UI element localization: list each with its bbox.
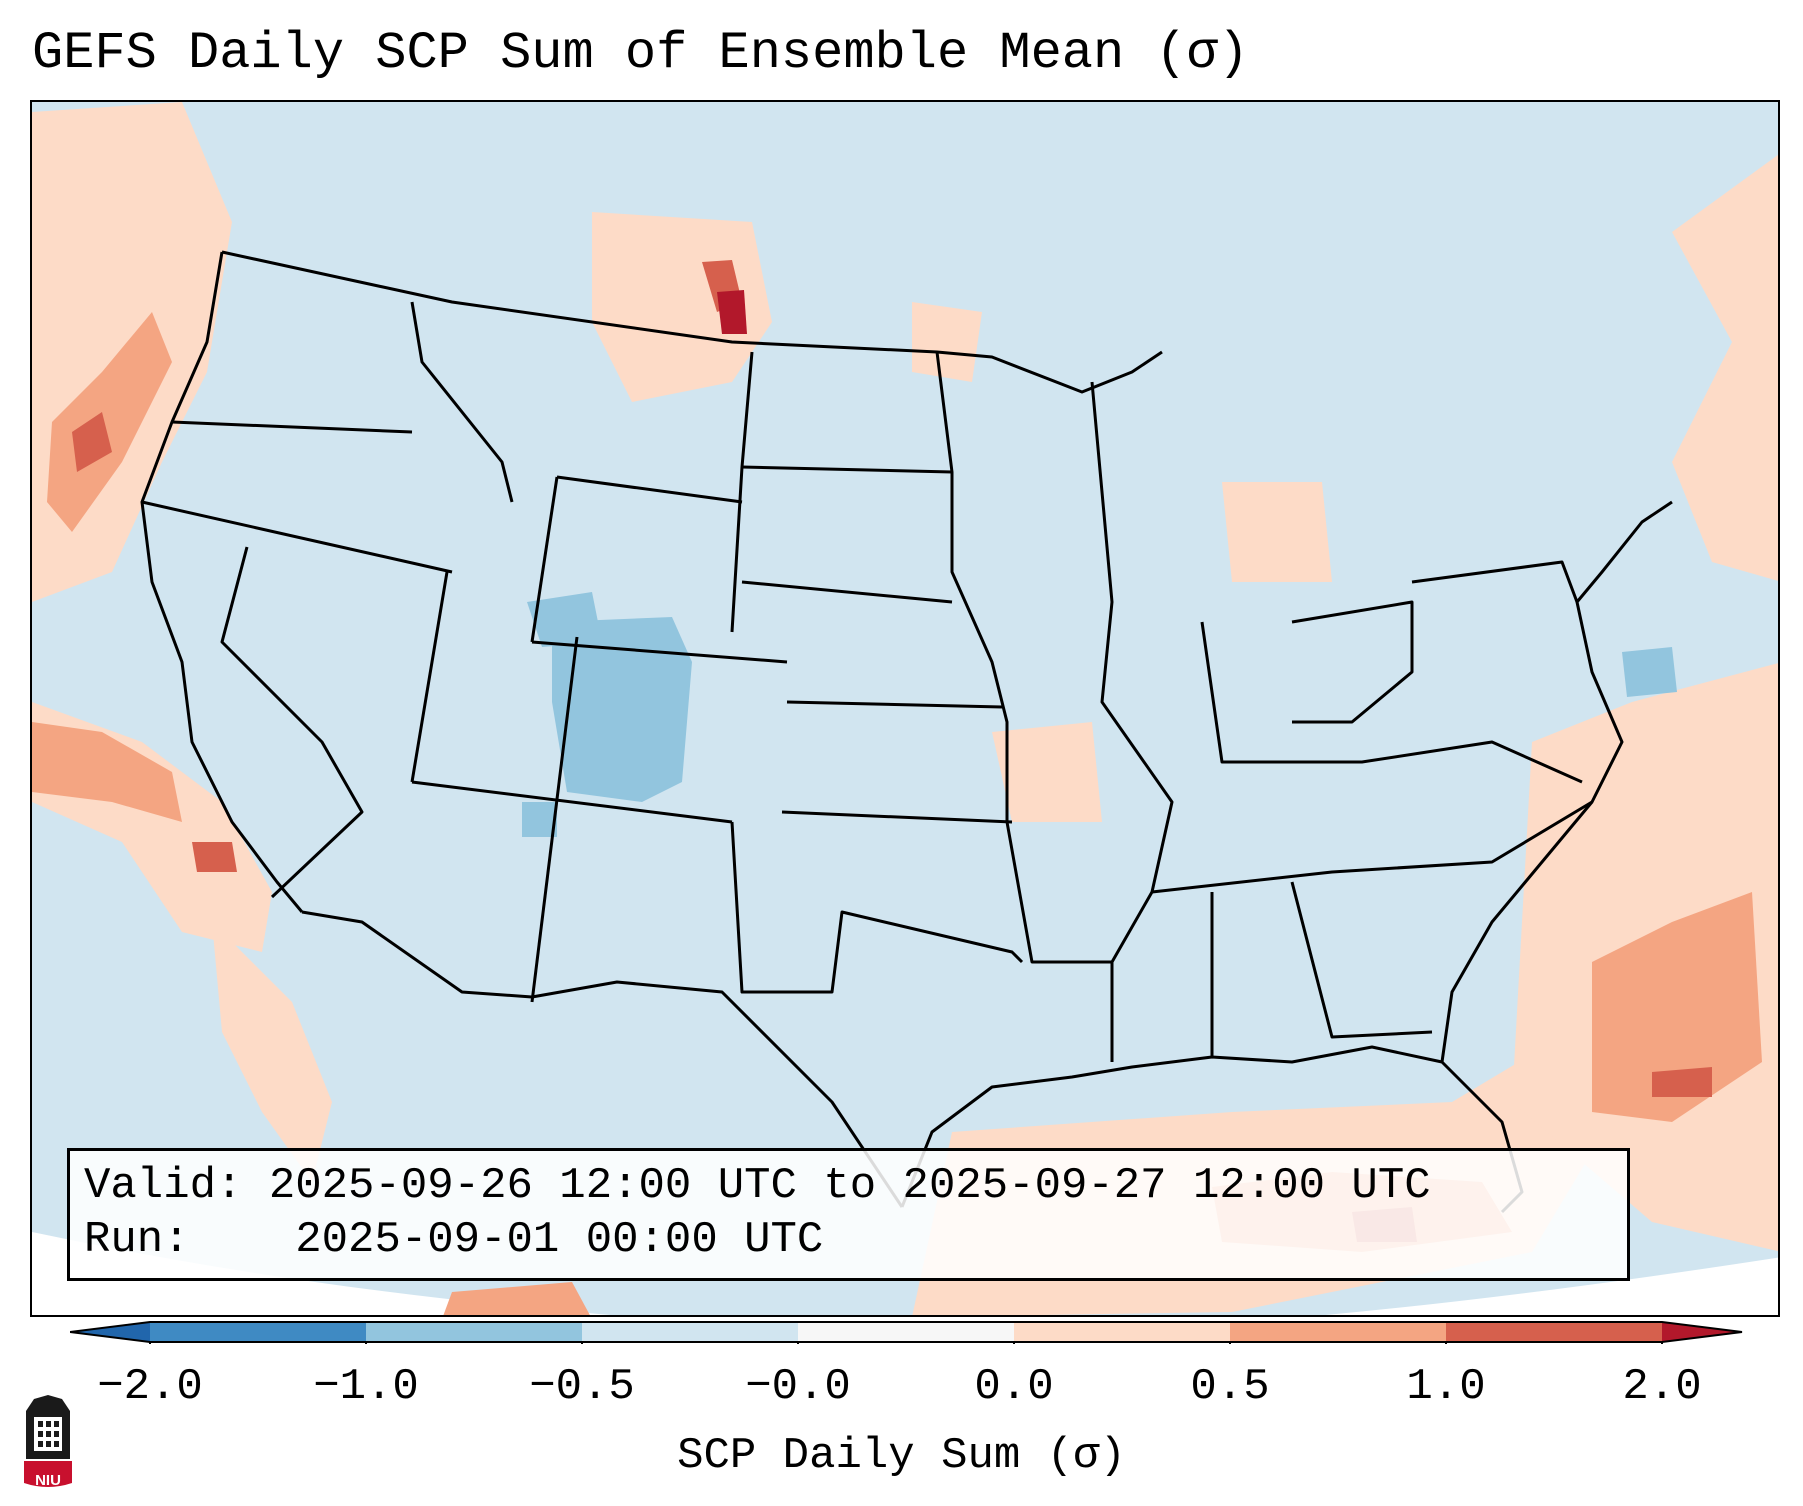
anomaly-max-nd-mt: [717, 290, 747, 334]
border-ok-tx: [730, 821, 1024, 994]
atlantic-coastline: [1440, 500, 1673, 1063]
valid-run-info-box: Valid: 2025-09-26 12:00 UTC to 2025-09-2…: [67, 1148, 1630, 1281]
us-mexico-border: [301, 910, 904, 1208]
border-southeast: [1151, 800, 1593, 894]
border-ca-nv: [220, 546, 364, 899]
colorbar-segment: [150, 1322, 366, 1342]
anomaly-negative-nm: [522, 802, 557, 837]
colorbar: [70, 1321, 1743, 1344]
border-great-lakes-states: [1200, 621, 1583, 784]
border-dakotas: [741, 465, 953, 474]
colorbar-segment: [1230, 1322, 1446, 1342]
colorbar-extend-low: [70, 1322, 150, 1342]
anomaly-patch-north-dakota: [912, 302, 982, 382]
anomaly-core-yucatan: [443, 1282, 590, 1315]
border-wy-co: [531, 640, 788, 664]
map-svg: [32, 102, 1778, 1315]
border-sd-ne: [741, 580, 953, 604]
niu-logo: NIU: [20, 1393, 76, 1491]
border-or-ca: [141, 500, 453, 574]
colorbar-segment: [1446, 1322, 1662, 1342]
colorbar-tick-label: −0.0: [745, 1362, 851, 1412]
border-mississippi: [1090, 381, 1174, 963]
colorbar-segment: [366, 1322, 582, 1342]
colorbar-tick-label: −2.0: [97, 1362, 203, 1412]
us-canada-border: [221, 250, 1163, 394]
anomaly-negative-wyoming: [527, 592, 602, 647]
colorbar-tick-label: −1.0: [313, 1362, 419, 1412]
anomaly-patch-michigan: [1222, 482, 1332, 582]
colorbar-tick-label: 0.5: [1190, 1362, 1270, 1412]
pacific-coastline: [140, 251, 304, 913]
run-value: 2025-09-01 00:00 UTC: [295, 1215, 824, 1265]
border-nv-ut: [410, 571, 449, 783]
anomaly-core-atlantic: [1592, 892, 1762, 1122]
border-ne-ks: [786, 700, 1003, 709]
border-pa-ny: [1411, 560, 1579, 603]
niu-logo-icon: [24, 1395, 72, 1487]
anomaly-negative-nc: [1622, 647, 1677, 697]
anomaly-core-pacific-nw: [47, 312, 172, 532]
border-wy-west: [530, 476, 559, 643]
border-nd-mn: [935, 351, 1114, 1062]
map-field-background: [32, 102, 1778, 1315]
colorbar-label: SCP Daily Sum (σ): [677, 1431, 1126, 1481]
border-ut-co-az-nm: [411, 780, 733, 824]
colorbar-segment: [798, 1322, 1014, 1342]
border-wa-or: [171, 420, 413, 434]
colorbar-segment: [582, 1322, 798, 1342]
anomaly-patch-missouri: [992, 722, 1102, 822]
anomaly-patch-northern-plains: [592, 212, 772, 402]
border-ohio: [1291, 600, 1414, 724]
chart-title: GEFS Daily SCP Sum of Ensemble Mean (σ): [32, 24, 1249, 83]
border-ga-fl: [1290, 881, 1433, 1039]
border-id-mt: [410, 301, 514, 503]
border-mt-wy: [556, 475, 743, 504]
colorbar-tick-label: 2.0: [1622, 1362, 1702, 1412]
valid-label: Valid:: [84, 1161, 243, 1211]
anomaly-patch-northeast: [1672, 154, 1778, 581]
anomaly-patch-baja: [212, 922, 332, 1182]
map-panel: [30, 100, 1780, 1317]
border-ks-ok: [781, 810, 1013, 824]
colorbar-tick-label: 0.0: [974, 1362, 1054, 1412]
anomaly-peak-atlantic: [1652, 1067, 1712, 1097]
colorbar-segment: [1014, 1322, 1230, 1342]
colorbar-tick-label: −0.5: [529, 1362, 635, 1412]
anomaly-peak-socal: [192, 842, 237, 872]
anomaly-layer-negative: [522, 592, 1677, 837]
anomaly-peak-oregon-coast: [72, 412, 112, 472]
gulf-coastline: [900, 1045, 1524, 1214]
niu-logo-text: NIU: [35, 1472, 61, 1489]
border-four-corners: [530, 636, 579, 1003]
anomaly-negative-colorado: [552, 617, 692, 802]
border-mt-nd: [730, 351, 754, 633]
colorbar-extend-high: [1662, 1322, 1742, 1342]
valid-value: 2025-09-26 12:00 UTC to 2025-09-27 12:00…: [268, 1161, 1431, 1211]
anomaly-core-socal: [32, 722, 182, 822]
run-label: Run:: [84, 1215, 190, 1265]
boundary-lines: [140, 250, 1673, 1214]
colorbar-tick-label: 1.0: [1406, 1362, 1486, 1412]
